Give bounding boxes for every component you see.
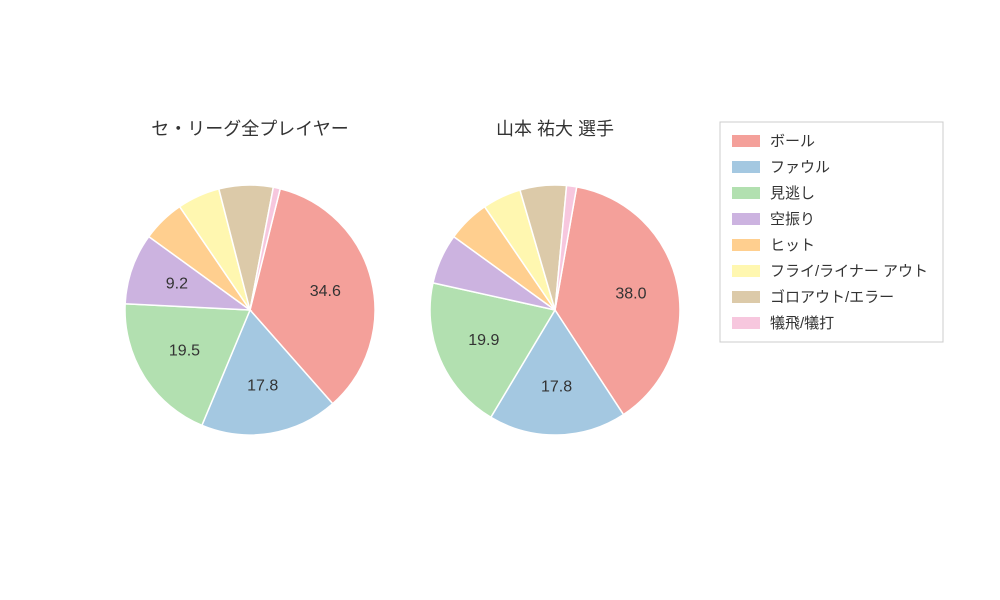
pie-slice-label-league-2: 19.5 (169, 343, 200, 360)
chart-svg: セ・リーグ全プレイヤー 34.6 17.8 19.5 9.2 山本 祐大 選手 38.0 17… (0, 0, 1000, 600)
legend-swatch-4 (732, 239, 760, 251)
legend-swatch-0 (732, 135, 760, 147)
pie-slice-label-player-2: 19.9 (468, 332, 499, 349)
legend-swatch-2 (732, 187, 760, 199)
pie-slice-label-league-3: 9.2 (166, 275, 188, 292)
legend-label-3: 空振り (770, 211, 815, 228)
legend-label-5: フライ/ライナー アウト (770, 263, 928, 280)
pie-title-player: 山本 祐大 選手 (496, 119, 614, 139)
legend-swatch-3 (732, 213, 760, 225)
legend-label-7: 犠飛/犠打 (770, 315, 834, 332)
legend-frame (720, 122, 943, 342)
legend-swatch-6 (732, 291, 760, 303)
legend-swatch-5 (732, 265, 760, 277)
pie-slice-label-player-1: 17.8 (541, 379, 572, 396)
legend-label-4: ヒット (770, 237, 815, 254)
legend-swatch-1 (732, 161, 760, 173)
pie-slice-label-league-1: 17.8 (247, 378, 278, 395)
legend-label-6: ゴロアウト/エラー (770, 288, 894, 306)
legend: ボールファウル見逃し空振りヒットフライ/ライナー アウトゴロアウト/エラー犠飛/… (720, 122, 943, 342)
chart-root: セ・リーグ全プレイヤー 34.6 17.8 19.5 9.2 山本 祐大 選手 38.0 17… (0, 0, 1000, 600)
legend-label-1: ファウル (770, 159, 830, 176)
pie-title-league: セ・リーグ全プレイヤー (151, 119, 348, 139)
legend-swatch-7 (732, 317, 760, 329)
legend-label-2: 見逃し (770, 185, 815, 202)
pie-slice-label-player-0: 38.0 (615, 286, 646, 303)
pie-slice-label-league-0: 34.6 (310, 283, 341, 300)
legend-label-0: ボール (770, 133, 815, 150)
